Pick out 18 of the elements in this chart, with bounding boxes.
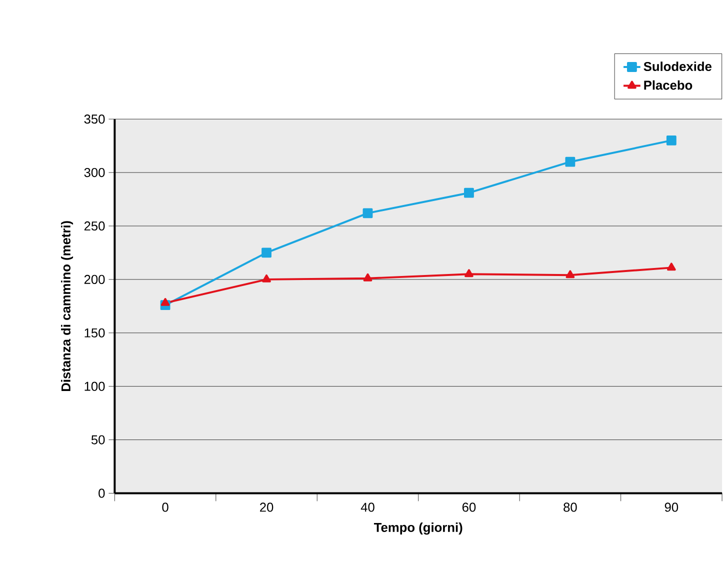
x-tick-label: 0: [162, 502, 168, 512]
x-tick-label: 90: [664, 502, 678, 512]
x-tick-label: 80: [564, 502, 577, 512]
y-tick-label: 200: [84, 275, 105, 284]
x-tick-label: 40: [360, 502, 374, 512]
legend-label: Sulodexide: [644, 62, 712, 72]
y-tick-label: 100: [84, 382, 105, 392]
legend-label: Placebo: [644, 80, 692, 90]
y-tick-label: 0: [98, 488, 105, 498]
y-tick-label: 50: [91, 435, 105, 445]
x-tick-label: 60: [462, 502, 476, 512]
x-tick-label: 20: [260, 502, 274, 512]
y-axis-title: Distanza di cammino (metri): [61, 221, 74, 392]
y-tick-label: 350: [84, 114, 105, 124]
y-tick-label: 150: [84, 328, 105, 338]
y-tick-label: 300: [84, 168, 105, 178]
y-tick-label: 250: [84, 222, 105, 231]
x-axis-title: Tempo (giorni): [374, 522, 462, 535]
